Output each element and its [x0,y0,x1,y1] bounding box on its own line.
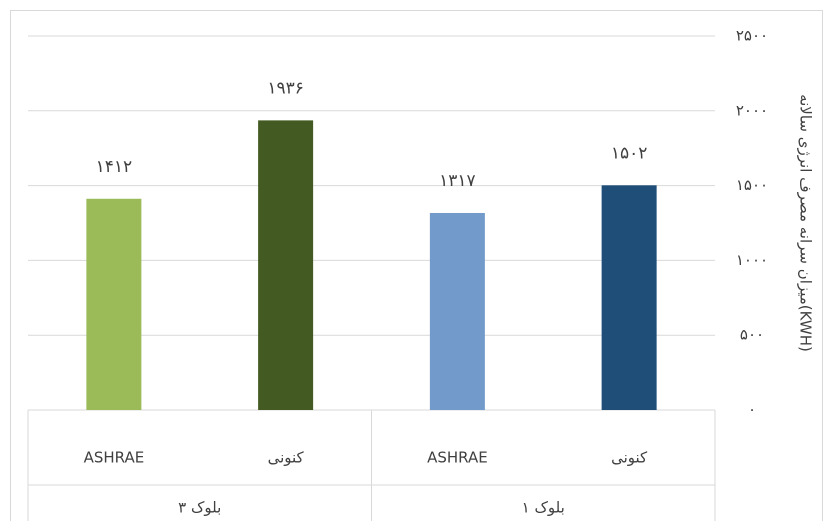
y-tick-label: ۲۰۰۰ [736,101,768,119]
chart-border [10,10,823,521]
y-tick-label: ۵۰۰ [740,326,764,344]
data-label: ۱۴۱۲ [96,157,133,177]
y-tick-label: ۰ [748,401,756,419]
y-tick-label: ۱۰۰۰ [736,251,768,269]
bar [258,120,314,411]
bar [86,198,142,410]
x-tick-label: کنونی [611,449,648,467]
y-tick-label: ۲۵۰۰ [736,27,768,45]
x-tick-label: ASHRAE [84,449,145,467]
group-label: بلوک ۳ [178,499,221,517]
bar [429,212,485,410]
bar [601,185,657,410]
data-label: ۱۳۱۷ [439,171,476,191]
y-axis-title: میزان سرانه مصرف انرژی سالانه(KWH) [797,94,815,352]
data-label: ۱۵۰۲ [611,143,648,163]
x-tick-label: کنونی [268,449,305,467]
data-label: ۱۹۳۶ [267,78,304,98]
y-tick-label: ۱۵۰۰ [736,176,768,194]
group-label: بلوک ۱ [522,499,565,517]
x-tick-label: ASHRAE [427,449,488,467]
